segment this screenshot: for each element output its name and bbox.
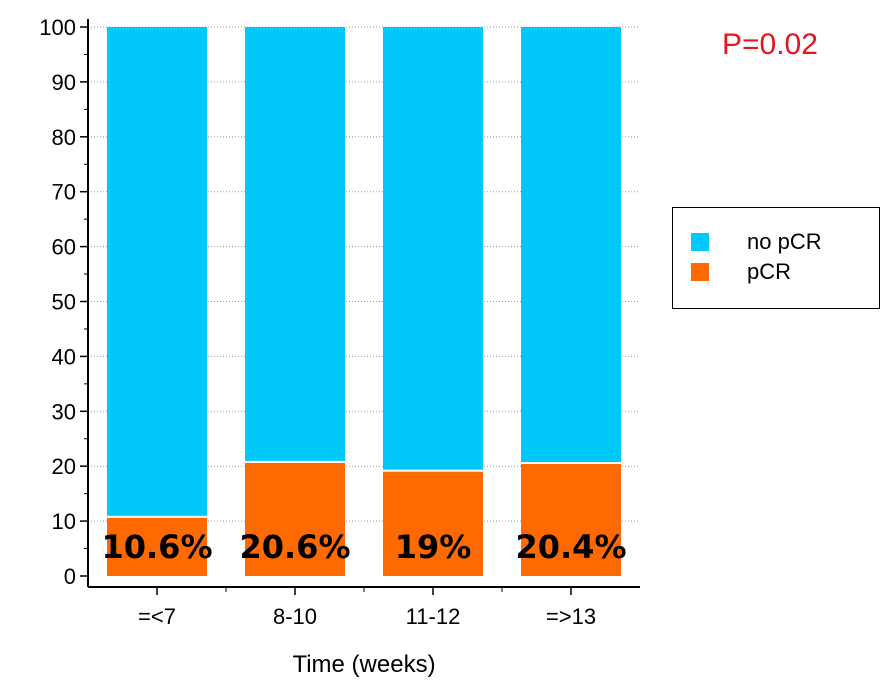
y-tick-label: 0 [64, 564, 76, 589]
bar-pcr [107, 517, 207, 576]
data-labels: 10.6% 20.6% 19% 20.4% [101, 528, 626, 566]
data-label: 20.6% [239, 528, 350, 566]
y-tick-label: 20 [52, 454, 76, 479]
bar-pcr [245, 462, 345, 576]
y-tick-label: 50 [52, 290, 76, 315]
x-tick-label: =>13 [546, 604, 596, 629]
y-tick-label: 40 [52, 344, 76, 369]
bar-pcr [521, 464, 621, 576]
y-tick-label: 100 [39, 15, 76, 40]
data-label: 10.6% [101, 528, 212, 566]
y-tick-label: 10 [52, 509, 76, 534]
bar-pcr [383, 471, 483, 576]
y-tick-label: 90 [52, 70, 76, 95]
y-ticks: 0 10 20 30 40 50 60 70 80 90 100 [39, 15, 88, 589]
y-tick-label: 80 [52, 125, 76, 150]
legend-label-no-pcr: no pCR [747, 229, 822, 254]
bar-no-pcr [107, 27, 207, 516]
x-ticks: =<7 8-10 11-12 =>13 [138, 587, 596, 629]
y-tick-label: 30 [52, 399, 76, 424]
legend-item-no-pcr: no pCR [691, 229, 822, 254]
bar-no-pcr [521, 27, 621, 463]
data-label: 19% [395, 528, 472, 566]
x-tick-label: 11-12 [406, 604, 461, 629]
bar-no-pcr [383, 27, 483, 470]
p-value-annotation: P=0.02 [722, 28, 818, 61]
legend-item-pcr: pCR [691, 259, 792, 284]
x-axis-label: Time (weeks) [292, 651, 435, 678]
x-tick-label: =<7 [138, 604, 176, 629]
legend-swatch-no-pcr [691, 233, 709, 251]
legend: no pCR pCR [672, 207, 880, 309]
legend-label-pcr: pCR [747, 259, 792, 284]
y-tick-label: 70 [52, 180, 76, 205]
legend-swatch-pcr [691, 263, 709, 281]
data-label: 20.4% [515, 528, 626, 566]
y-tick-label: 60 [52, 235, 76, 260]
bar-no-pcr [245, 27, 345, 461]
bars [107, 27, 621, 576]
x-tick-label: 8-10 [273, 604, 317, 629]
